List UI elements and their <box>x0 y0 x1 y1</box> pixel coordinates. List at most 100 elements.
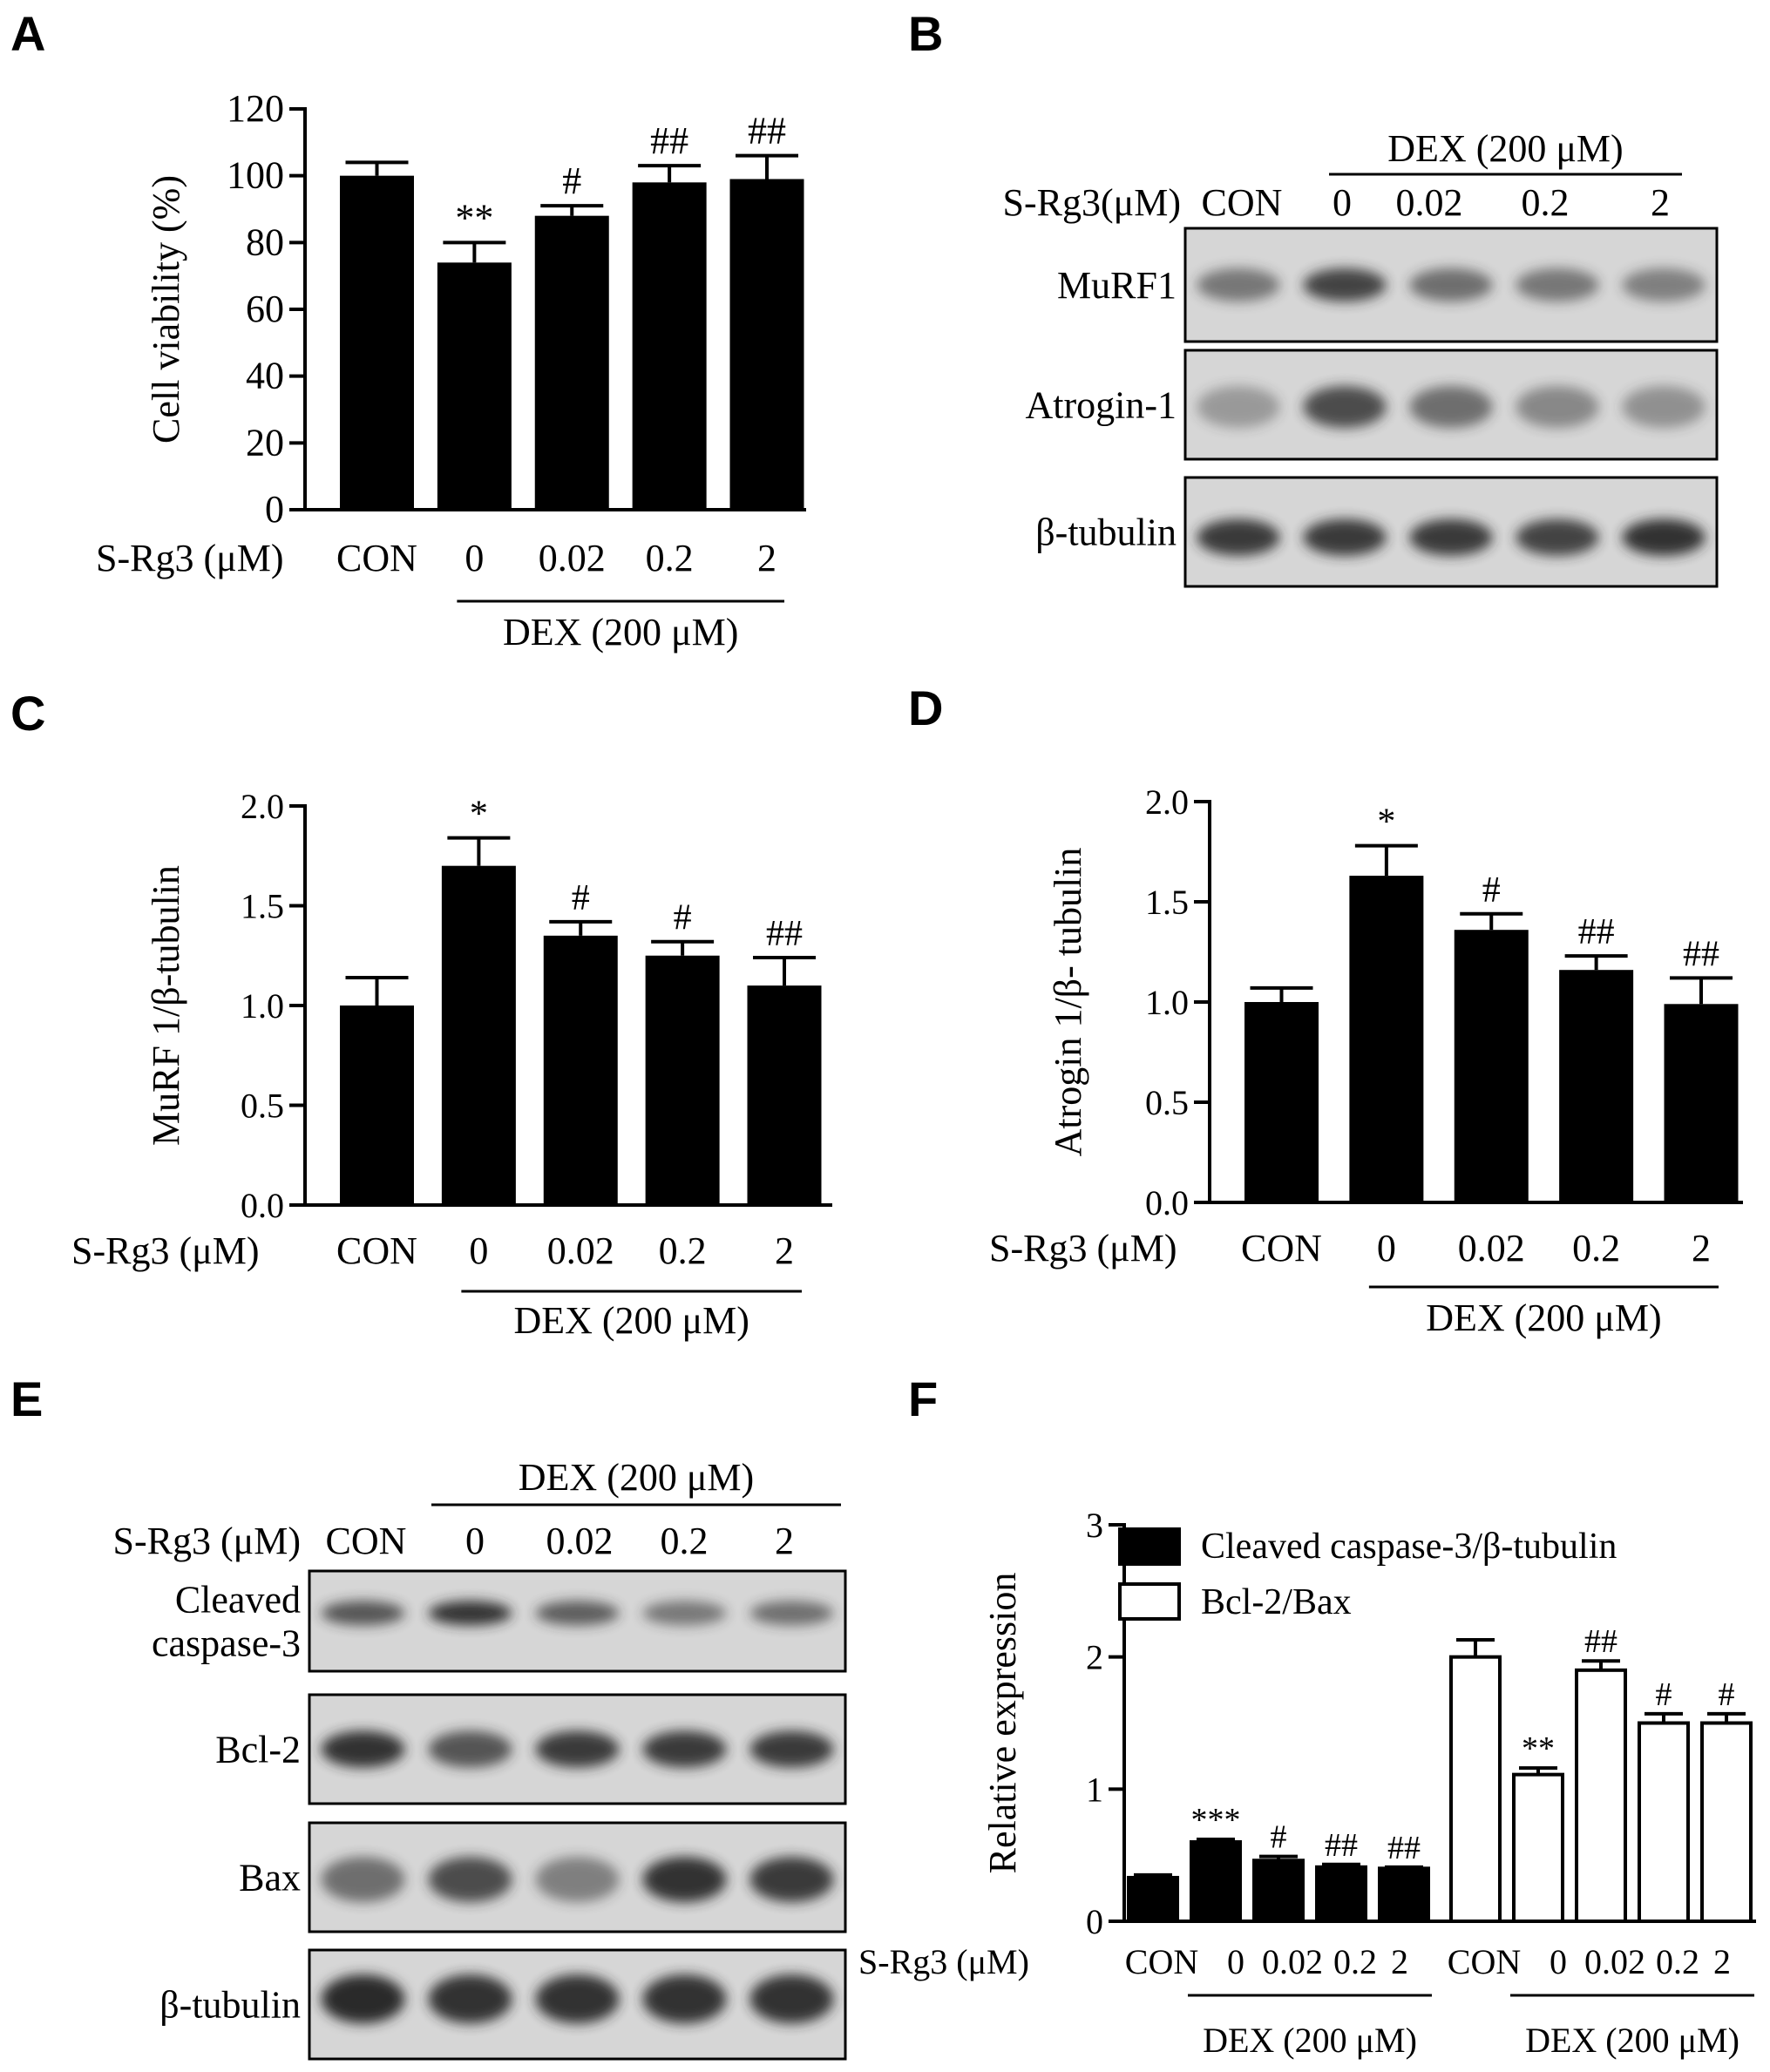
bar <box>543 935 618 1205</box>
group-label: DEX (200 μM) <box>1203 2021 1417 2060</box>
legend-label-bcl2-bax: Bcl-2/Bax <box>1201 1582 1352 1622</box>
y-tick-label: 100 <box>227 154 284 197</box>
group-label: DEX (200 μM) <box>503 611 738 653</box>
y-tick-label: 0 <box>265 488 284 531</box>
y-tick-label: 0.0 <box>1145 1183 1189 1222</box>
significance-mark: # <box>562 159 581 202</box>
lane-label: CON <box>326 1520 407 1562</box>
blot-band <box>535 1857 620 1902</box>
x-tick-label: 2 <box>775 1229 794 1272</box>
bar <box>1454 930 1529 1202</box>
y-tick-label: 0 <box>1086 1902 1103 1941</box>
x-tick-label: 2 <box>1713 1942 1731 1981</box>
western-blot-b: MuRF1 Atrogin-1 β-tubulin CON 0 0.02 0.2 2 S-Rg3… <box>1003 127 1719 588</box>
lane-label: 0.2 <box>1522 181 1570 224</box>
x-tick-label: CON <box>1125 1942 1198 1981</box>
y-tick-label: 0.0 <box>241 1186 284 1225</box>
significance-mark: ** <box>1522 1730 1555 1767</box>
blot-band <box>642 1601 727 1626</box>
chart-a: 0 20 40 60 80 100 120 CON ** 0 #0.02 ## 0.2 ## 2 S-Rg3 … <box>96 87 806 653</box>
blot-band <box>749 1601 834 1626</box>
chart-c: 0.0 0.5 1.0 1.5 2.0 CON * 0 #0.02 #0.2 ## 2 S-Rg3 (μ… <box>71 787 832 1342</box>
significance-mark: # <box>1271 1819 1287 1856</box>
bar-bcl2-bax <box>1638 1721 1690 1923</box>
bar <box>747 985 822 1205</box>
lane-label: 2 <box>775 1520 794 1562</box>
blot-row-label: Bax <box>239 1857 301 1899</box>
lane-label: 2 <box>1651 181 1670 224</box>
blot-band <box>749 1730 834 1768</box>
significance-mark: ** <box>455 196 493 239</box>
group-label: DEX (200 μM) <box>1426 1297 1661 1339</box>
blot-band <box>1516 518 1599 556</box>
group-label: DEX (200 μM) <box>519 1456 754 1499</box>
lane-label: 0.2 <box>661 1520 709 1562</box>
panel-label-b: B <box>908 6 943 61</box>
y-tick-label: 3 <box>1086 1506 1103 1545</box>
blot-band <box>749 1974 834 2024</box>
y-tick-label: 1.5 <box>1145 883 1189 922</box>
treatment-label: S-Rg3 (μM) <box>96 537 284 579</box>
x-tick-label: 0.2 <box>646 537 694 579</box>
blot-row-label: Atrogin-1 <box>1025 384 1177 427</box>
bar-cleaved-caspase3 <box>1315 1865 1367 1923</box>
significance-mark: ## <box>1578 912 1615 952</box>
bar <box>1664 1004 1739 1202</box>
blot-row <box>308 1569 847 1673</box>
y-tick-label: 2.0 <box>241 787 284 826</box>
x-tick-label: CON <box>336 537 417 579</box>
blot-band <box>1303 518 1387 556</box>
x-tick-label: 0.2 <box>1333 1942 1377 1981</box>
x-tick-label: 2 <box>1692 1227 1711 1270</box>
y-axis-label: Relative expression <box>981 1573 1024 1874</box>
blot-band <box>1303 386 1387 428</box>
lane-label: 0.02 <box>1396 181 1463 224</box>
blot-frame <box>308 1948 847 2061</box>
panel-label-d: D <box>908 681 943 735</box>
blot-frame <box>308 1693 847 1805</box>
significance-mark: * <box>470 795 488 835</box>
bar <box>645 955 720 1205</box>
treatment-label: S-Rg3 (μM) <box>989 1227 1177 1270</box>
bar <box>340 175 414 510</box>
legend-label-cleaved-caspase3: Cleaved caspase-3/β-tubulin <box>1201 1527 1617 1567</box>
bar <box>340 1006 414 1205</box>
significance-mark: ## <box>1584 1623 1617 1660</box>
blot-row-label: MuRF1 <box>1057 264 1177 307</box>
treatment-label: S-Rg3 (μM) <box>113 1520 302 1562</box>
x-tick-label: 0.02 <box>547 1229 614 1272</box>
x-tick-label: 0.2 <box>659 1229 707 1272</box>
significance-mark: ## <box>650 119 688 162</box>
x-tick-label: CON <box>1448 1942 1521 1981</box>
x-tick-label: CON <box>336 1229 417 1272</box>
x-tick-label: 0 <box>465 537 484 579</box>
blot-band <box>428 1601 512 1626</box>
x-tick-label: 0 <box>1550 1942 1567 1981</box>
y-tick-label: 2 <box>1086 1638 1103 1677</box>
y-tick-label: 120 <box>227 87 284 130</box>
bar-cleaved-caspase3 <box>1252 1859 1305 1924</box>
blot-band <box>642 1730 727 1768</box>
blot-row <box>1183 476 1719 588</box>
y-tick-label: 1 <box>1086 1770 1103 1809</box>
panel-label-f: F <box>908 1371 938 1426</box>
blot-frame <box>308 1821 847 1933</box>
significance-mark: # <box>674 898 692 938</box>
blot-band <box>642 1857 727 1902</box>
bar <box>1244 1002 1319 1202</box>
blot-row <box>1183 227 1719 343</box>
x-tick-label: 0.02 <box>1262 1942 1323 1981</box>
bar-cleaved-caspase3 <box>1127 1875 1179 1923</box>
legend-swatch-cleaved-caspase3 <box>1118 1527 1181 1566</box>
blot-band <box>535 1974 620 2024</box>
y-tick-label: 1.0 <box>241 986 284 1026</box>
blot-band <box>1197 386 1280 428</box>
x-tick-label: 0.2 <box>1572 1227 1620 1270</box>
bar-bcl2-bax <box>1512 1772 1564 1924</box>
bar <box>729 179 804 510</box>
blot-row-label: Cleaved <box>175 1579 301 1622</box>
panel-label-c: C <box>10 686 45 741</box>
blot-band <box>749 1857 834 1902</box>
